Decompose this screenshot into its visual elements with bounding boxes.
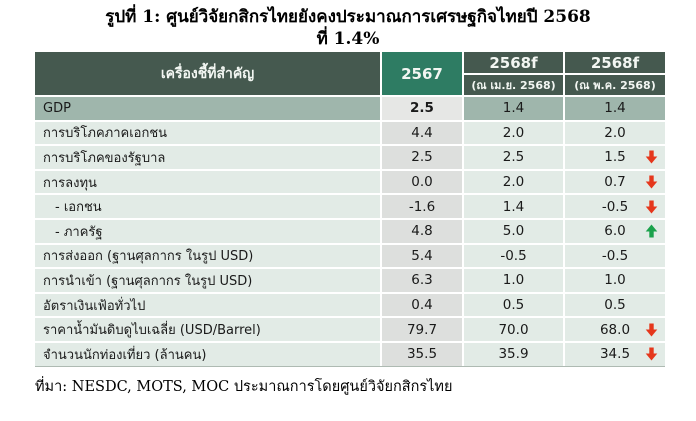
value-2567: 6.3: [382, 269, 462, 292]
value-2567: 4.8: [382, 219, 462, 243]
arrow-up-icon: [645, 224, 658, 238]
value-2567: 2.5: [382, 146, 462, 169]
indicator-label: การบริโภคภาคเอกชน: [35, 121, 380, 145]
arrow-down-icon: [645, 200, 658, 214]
value-2568f-may-cell: 1.0: [565, 269, 665, 292]
indicator-label: จำนวนนักท่องเที่ยว (ล้านคน): [35, 342, 380, 366]
header-2568f-apr-label: 2568f: [464, 53, 563, 75]
figure-title-line1: รูปที่ 1: ศูนย์วิจัยกสิกรไทยยังคงประมาณก…: [105, 7, 591, 27]
value-2568f-apr: 2.0: [464, 121, 563, 145]
table-row: การบริโภคของรัฐบาล 2.5 2.5 1.5: [35, 146, 665, 169]
value-2568f-apr: 70.0: [464, 318, 563, 341]
value-2568f-apr: 1.0: [464, 269, 563, 292]
value-2568f-may-cell: 1.5: [565, 146, 665, 169]
figure-title: รูปที่ 1: ศูนย์วิจัยกสิกรไทยยังคงประมาณก…: [0, 6, 696, 50]
value-2568f-may: 0.5: [604, 297, 626, 314]
value-2568f-may: 6.0: [604, 223, 626, 240]
value-2568f-apr: 2.0: [464, 170, 563, 194]
value-2568f-may: 0.7: [604, 174, 626, 191]
value-2568f-may-cell: 34.5: [565, 342, 665, 366]
value-2567: 2.5: [382, 97, 462, 120]
value-2568f-may: 2.0: [604, 124, 626, 141]
indicator-label: GDP: [35, 97, 380, 120]
value-2567: 79.7: [382, 318, 462, 341]
indicator-label: อัตราเงินเฟ้อทั่วไป: [35, 293, 380, 317]
value-2568f-may-cell: 68.0: [565, 318, 665, 341]
table-row: การส่งออก (ฐานศุลกากร ในรูป USD) 5.4 -0.5-…: [35, 244, 665, 268]
value-2568f-may-cell: 6.0: [565, 219, 665, 243]
indicator-label: ราคาน้ำมันดิบดูไบเฉลี่ย (USD/Barrel): [35, 318, 380, 341]
header-2567: 2567: [382, 52, 462, 95]
indicator-label: - ภาครัฐ: [35, 219, 380, 243]
value-2568f-may-cell: 1.4: [565, 97, 665, 120]
value-2568f-may-cell: 0.5: [565, 293, 665, 317]
value-2568f-apr: 2.5: [464, 146, 563, 169]
table-row: - ภาครัฐ 4.8 5.0 6.0: [35, 219, 665, 243]
table-row: จำนวนนักท่องเที่ยว (ล้านคน) 35.5 35.9 34.5: [35, 342, 665, 366]
indicator-label: การนำเข้า (ฐานศุลกากร ในรูป USD): [35, 269, 380, 292]
table-row: ราคาน้ำมันดิบดูไบเฉลี่ย (USD/Barrel) 79.7…: [35, 318, 665, 341]
value-2568f-may: 34.5: [599, 346, 631, 363]
value-2568f-apr: -0.5: [464, 244, 563, 268]
value-2568f-may-cell: -0.5: [565, 195, 665, 218]
table-row: การนำเข้า (ฐานศุลกากร ในรูป USD) 6.3 1.0 1.…: [35, 269, 665, 292]
table-row: GDP 2.5 1.4 1.4: [35, 97, 665, 120]
value-2568f-may: 1.5: [604, 149, 626, 166]
arrow-down-icon: [645, 175, 658, 189]
header-2568f-may-sub: (ณ พ.ค. 2568): [574, 78, 656, 92]
value-2567: 5.4: [382, 244, 462, 268]
value-2568f-apr: 1.4: [464, 195, 563, 218]
table-row: - เอกชน -1.6 1.4 -0.5: [35, 195, 665, 218]
table-body: GDP 2.5 1.4 1.4 การบริโภคภาคเอกชน 4.4 2.0 2.0 กา…: [35, 97, 665, 367]
value-2567: 0.4: [382, 293, 462, 317]
value-2568f-may: -0.5: [601, 247, 629, 264]
value-2568f-may: -0.5: [601, 198, 629, 215]
value-2568f-may: 1.0: [604, 272, 626, 289]
header-2568f-apr: 2568f (ณ เม.ย. 2568): [464, 52, 563, 95]
arrow-down-icon: [645, 323, 658, 337]
indicator-label: การลงทุน: [35, 170, 380, 194]
header-2568f-may-label: 2568f: [565, 53, 665, 75]
value-2568f-apr: 1.4: [464, 97, 563, 120]
value-2568f-may: 1.4: [604, 100, 626, 117]
value-2568f-may-cell: -0.5: [565, 244, 665, 268]
value-2567: 0.0: [382, 170, 462, 194]
arrow-down-icon: [645, 150, 658, 164]
value-2567: 35.5: [382, 342, 462, 366]
table-header-row: เครื่องชี้ที่สำคัญ 2567 2568f (ณ เม.ย. 2…: [35, 52, 665, 95]
table-row: อัตราเงินเฟ้อทั่วไป 0.4 0.5 0.5: [35, 293, 665, 317]
header-indicator: เครื่องชี้ที่สำคัญ: [35, 52, 380, 95]
value-2568f-may: 68.0: [599, 321, 631, 338]
indicator-label: - เอกชน: [35, 195, 380, 218]
value-2567: 4.4: [382, 121, 462, 145]
header-2568f-may: 2568f (ณ พ.ค. 2568): [565, 52, 665, 95]
arrow-down-icon: [645, 347, 658, 361]
figure-title-line2: ที่ 1.4%: [316, 29, 380, 49]
indicator-label: การบริโภคของรัฐบาล: [35, 146, 380, 169]
value-2568f-apr: 35.9: [464, 342, 563, 366]
value-2568f-apr: 5.0: [464, 219, 563, 243]
forecast-table: เครื่องชี้ที่สำคัญ 2567 2568f (ณ เม.ย. 2…: [35, 52, 665, 367]
value-2567: -1.6: [382, 195, 462, 218]
value-2568f-apr: 0.5: [464, 293, 563, 317]
value-2568f-may-cell: 0.7: [565, 170, 665, 194]
indicator-label: การส่งออก (ฐานศุลกากร ในรูป USD): [35, 244, 380, 268]
header-2568f-apr-sub: (ณ เม.ย. 2568): [471, 78, 556, 92]
source-note: ที่มา: NESDC, MOTS, MOC ประมาณการโดยศูนย…: [35, 379, 453, 395]
value-2568f-may-cell: 2.0: [565, 121, 665, 145]
table-row: การลงทุน 0.0 2.0 0.7: [35, 170, 665, 194]
table-row: การบริโภคภาคเอกชน 4.4 2.0 2.0: [35, 121, 665, 145]
